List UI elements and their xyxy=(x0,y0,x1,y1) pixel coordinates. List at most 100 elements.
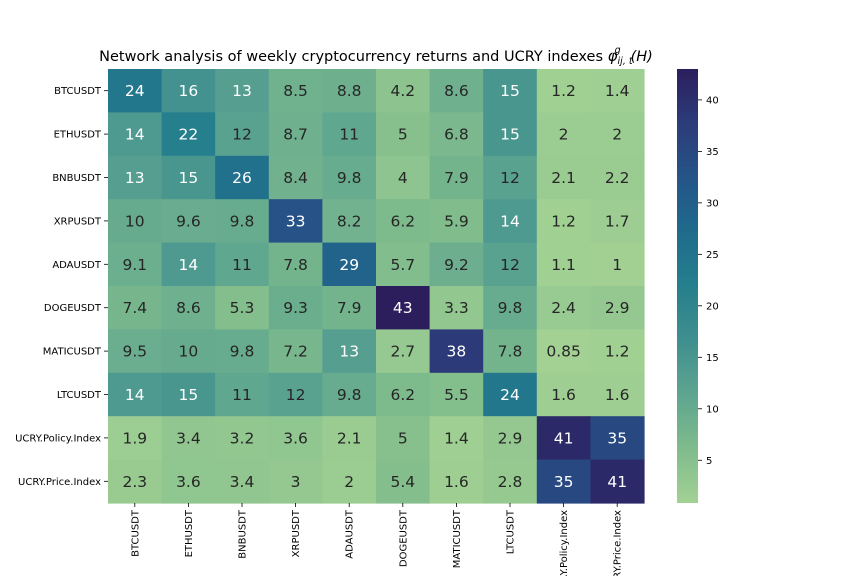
heatmap-cell xyxy=(161,242,216,287)
cell-value-label: 11 xyxy=(232,256,252,274)
cell-value-label: 8.7 xyxy=(283,126,308,144)
row-tick-label: BTCUSDT xyxy=(54,86,102,97)
cell-value-label: 26 xyxy=(232,169,252,187)
row-tick-label: ADAUSDT xyxy=(52,260,102,271)
heatmap-cell xyxy=(376,329,431,374)
heatmap-cell xyxy=(322,242,377,287)
cell-value-label: 38 xyxy=(447,343,467,361)
heatmap-cell xyxy=(268,69,323,113)
heatmap-cell xyxy=(376,199,431,244)
cell-value-label: 8.4 xyxy=(283,169,308,187)
heatmap-cell xyxy=(429,372,484,417)
heatmap-cells xyxy=(108,69,645,504)
heatmap-cell xyxy=(376,459,431,504)
cell-value-label: 11 xyxy=(339,126,359,144)
cell-value-label: 9.2 xyxy=(444,256,469,274)
heatmap-cell xyxy=(590,459,645,504)
cell-value-label: 22 xyxy=(179,126,199,144)
row-tick-label: UCRY.Policy.Index xyxy=(15,433,101,444)
row-tick-label: DOGEUSDT xyxy=(44,303,102,314)
cell-value-label: 2.9 xyxy=(498,429,523,447)
heatmap-cell xyxy=(322,286,377,330)
heatmap-cell xyxy=(590,112,645,157)
cell-value-label: 1.6 xyxy=(444,473,469,491)
chart-title-symbol-sub: ij, t xyxy=(618,56,634,67)
cell-value-label: 12 xyxy=(232,126,252,144)
cell-value-label: 8.5 xyxy=(283,82,308,100)
colorbar-tick-label: 25 xyxy=(706,250,719,261)
cell-value-label: 9.8 xyxy=(498,299,523,317)
heatmap-cell xyxy=(215,112,270,157)
cell-value-label: 15 xyxy=(179,386,199,404)
cell-value-label: 12 xyxy=(286,386,306,404)
heatmap-cell xyxy=(322,112,377,157)
cell-value-label: 5.4 xyxy=(390,473,415,491)
heatmap-cell xyxy=(536,112,591,157)
heatmap-cell xyxy=(536,199,591,244)
cell-value-label: 6.2 xyxy=(390,386,415,404)
heatmap-cell xyxy=(268,329,323,374)
heatmap-cell xyxy=(483,416,538,461)
column-tick-label: ADAUSDT xyxy=(345,509,356,559)
colorbar xyxy=(677,69,698,503)
cell-value-label: 7.8 xyxy=(498,343,523,361)
heatmap-cell xyxy=(322,416,377,461)
heatmap-cell xyxy=(590,242,645,287)
heatmap-cell xyxy=(215,416,270,461)
heatmap-cell xyxy=(108,329,163,374)
cell-value-label: 43 xyxy=(393,299,413,317)
heatmap-cell xyxy=(536,155,591,200)
cell-value-label: 0.85 xyxy=(546,343,581,361)
row-tick-label: ETHUSDT xyxy=(54,130,102,141)
heatmap-cell xyxy=(215,286,270,330)
row-tick-label: XRPUSDT xyxy=(54,216,102,227)
colorbar-tick-label: 5 xyxy=(706,456,712,467)
cell-value-label: 3 xyxy=(291,473,301,491)
column-tick-labels: BTCUSDT ETHUSDT BNBUSDT XRPUSDT ADAUSDT DOGEU… xyxy=(130,503,624,580)
heatmap-cell xyxy=(215,155,270,200)
row-tick-labels: BTCUSDT ETHUSDT BNBUSDT XRPUSDT ADAUSDT DOGEU… xyxy=(15,86,108,488)
heatmap-cell xyxy=(590,199,645,244)
cell-value-label: 15 xyxy=(500,126,520,144)
cell-value-label: 2.1 xyxy=(551,169,576,187)
heatmap-cell xyxy=(429,199,484,244)
cell-value-label: 11 xyxy=(232,386,252,404)
heatmap-cell xyxy=(483,372,538,417)
cell-value-label: 29 xyxy=(339,256,359,274)
heatmap-cell xyxy=(161,69,216,113)
colorbar-tick-label: 30 xyxy=(706,198,719,209)
cell-value-label: 1.4 xyxy=(444,429,469,447)
heatmap-cell xyxy=(483,242,538,287)
cell-value-label: 10 xyxy=(179,343,199,361)
cell-value-label: 14 xyxy=(125,126,145,144)
cell-value-label: 5.7 xyxy=(390,256,415,274)
heatmap-cell xyxy=(108,69,163,113)
heatmap-cell xyxy=(376,416,431,461)
heatmap-cell xyxy=(483,69,538,113)
heatmap-cell xyxy=(590,416,645,461)
cell-value-label: 8.2 xyxy=(337,212,362,230)
column-tick-label: UCRY.Policy.Index xyxy=(559,510,570,576)
heatmap-cell xyxy=(268,155,323,200)
heatmap-cell xyxy=(536,242,591,287)
heatmap-cell xyxy=(376,242,431,287)
heatmap-cell xyxy=(376,372,431,417)
heatmap-cell xyxy=(161,112,216,157)
heatmap-cell xyxy=(429,242,484,287)
cell-value-label: 5 xyxy=(398,126,408,144)
heatmap-cell xyxy=(161,372,216,417)
heatmap-cell xyxy=(268,372,323,417)
heatmap-cell xyxy=(483,112,538,157)
chart-title-symbol-sup: g xyxy=(615,45,621,56)
heatmap-cell xyxy=(268,199,323,244)
heatmap-cell xyxy=(215,242,270,287)
heatmap-cell xyxy=(429,155,484,200)
cell-value-label: 5.9 xyxy=(444,212,469,230)
heatmap-cell xyxy=(161,459,216,504)
colorbar-tick-label: 15 xyxy=(706,353,719,364)
colorbar-tick-label: 35 xyxy=(706,147,719,158)
colorbar-tick-label: 20 xyxy=(706,301,719,312)
cell-value-label: 24 xyxy=(500,386,520,404)
